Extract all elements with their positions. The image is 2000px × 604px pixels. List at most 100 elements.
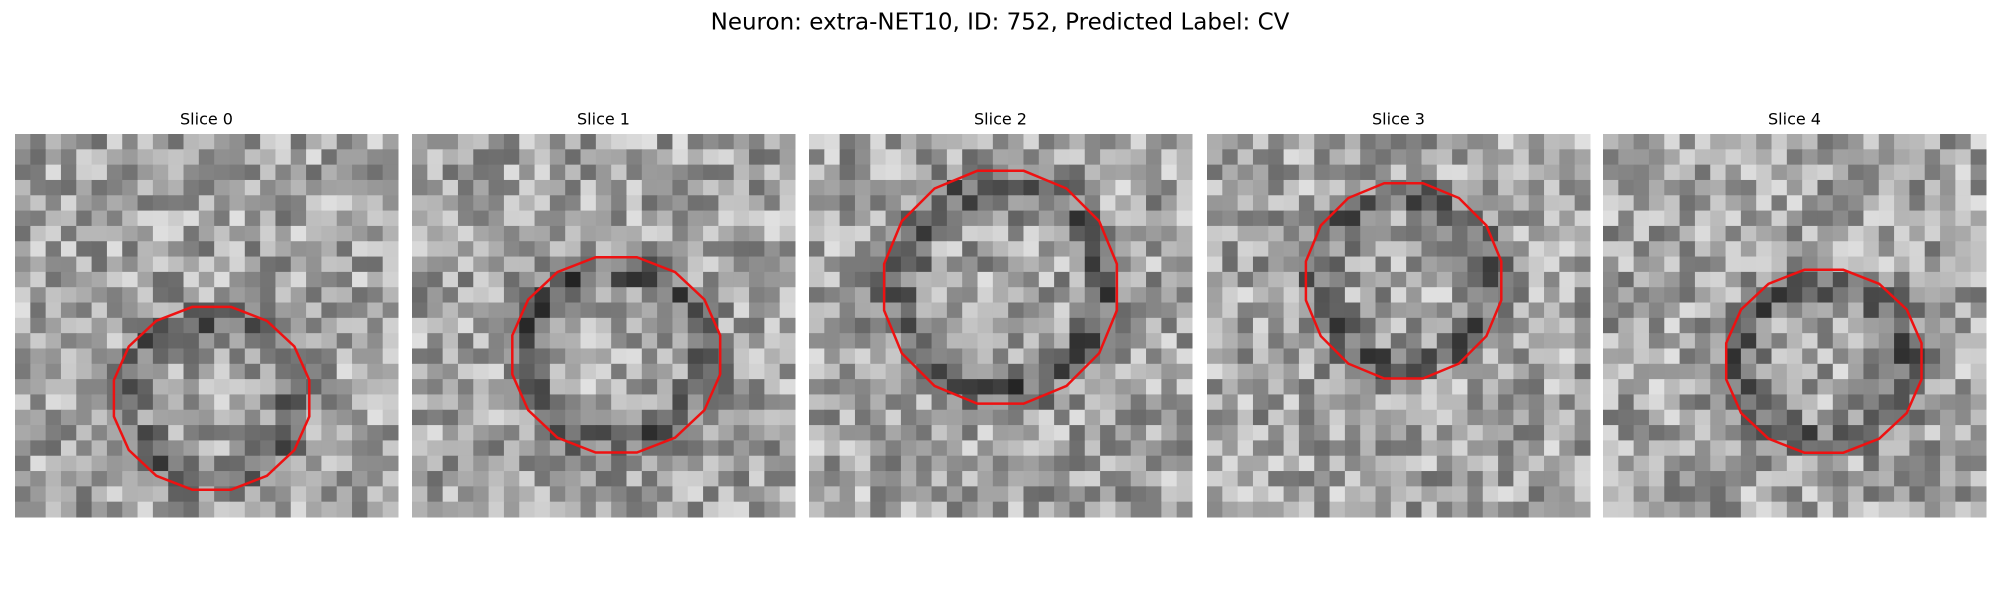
pixel [1130, 471, 1147, 487]
pixel [1084, 164, 1101, 181]
pixel [839, 149, 856, 166]
pixel [214, 394, 230, 411]
pixel [1633, 302, 1650, 319]
pixel [321, 210, 338, 227]
pixel [1894, 363, 1910, 380]
pixel [977, 379, 994, 395]
pixel [1498, 486, 1514, 503]
pixel [503, 440, 520, 457]
pixel [1482, 379, 1499, 395]
pixel [76, 210, 93, 227]
pixel [1603, 287, 1619, 304]
pixel [992, 302, 1009, 319]
pixel [1436, 333, 1453, 349]
pixel [534, 302, 551, 319]
slice-panel: Slice 3 [1207, 110, 1591, 518]
pixel [1878, 409, 1895, 426]
pixel [549, 440, 566, 457]
pixel [1863, 225, 1880, 242]
pixel [503, 256, 520, 273]
pixel [1283, 455, 1300, 472]
pixel [412, 471, 428, 487]
pixel [427, 333, 444, 349]
pixel [1008, 486, 1024, 503]
pixel [457, 409, 474, 426]
pixel [473, 333, 490, 349]
pixel [626, 379, 643, 395]
pixel [1832, 179, 1849, 196]
pixel [1298, 179, 1315, 196]
pixel [412, 348, 428, 365]
pixel [1694, 164, 1711, 181]
pixel [626, 471, 643, 487]
pixel [1603, 164, 1619, 181]
pixel [824, 149, 841, 166]
pixel [1054, 333, 1070, 349]
pixel [122, 363, 139, 380]
pixel [1252, 409, 1269, 426]
pixel [809, 409, 825, 426]
pixel [1909, 425, 1926, 441]
pixel [900, 256, 917, 273]
pixel [473, 210, 490, 227]
pixel [382, 486, 399, 503]
pixel [1038, 348, 1055, 365]
pixel [473, 440, 490, 457]
pixel [1130, 425, 1147, 441]
pixel [275, 425, 292, 441]
pixel [1710, 287, 1727, 304]
pixel [427, 271, 444, 288]
pixel [595, 471, 612, 487]
pixel [488, 271, 505, 288]
pixel [1038, 333, 1055, 349]
pixel [275, 241, 292, 258]
pixel [168, 317, 185, 334]
pixel [1298, 195, 1315, 212]
pixel [962, 287, 979, 304]
pixel [1222, 134, 1239, 150]
pixel [824, 440, 841, 457]
pixel [1574, 179, 1591, 196]
pixel [779, 363, 796, 380]
pixel [427, 149, 444, 166]
pixel [1863, 455, 1880, 472]
pixel [91, 501, 108, 518]
pixel [229, 271, 246, 288]
pixel [290, 241, 307, 258]
pixel [306, 256, 322, 273]
pixel [1130, 409, 1147, 426]
pixel [641, 210, 658, 227]
pixel [290, 210, 307, 227]
pixel [1664, 409, 1681, 426]
pixel [1069, 195, 1086, 212]
pixel [764, 210, 781, 227]
pixel [870, 195, 887, 212]
pixel [306, 440, 322, 457]
pixel [1664, 302, 1681, 319]
pixel [1710, 179, 1727, 196]
pixel [76, 195, 93, 212]
pixel [1360, 333, 1377, 349]
pixel [1559, 317, 1576, 334]
pixel [503, 179, 520, 196]
pixel [1283, 164, 1300, 181]
pixel [1940, 179, 1956, 196]
pixel [962, 134, 979, 150]
pixel [1069, 164, 1086, 181]
pixel [1252, 256, 1269, 273]
pixel [1436, 149, 1453, 166]
pixel [30, 149, 47, 166]
pixel [1100, 471, 1116, 487]
pixel [457, 271, 474, 288]
pixel [321, 394, 338, 411]
pixel [442, 455, 459, 472]
pixel [1406, 164, 1422, 181]
pixel [779, 425, 796, 441]
pixel [854, 241, 871, 258]
pixel [1940, 363, 1956, 380]
pixel [1130, 271, 1147, 288]
pixel [641, 486, 658, 503]
pixel [1970, 164, 1987, 181]
pixel [45, 379, 62, 395]
pixel [1268, 134, 1285, 150]
